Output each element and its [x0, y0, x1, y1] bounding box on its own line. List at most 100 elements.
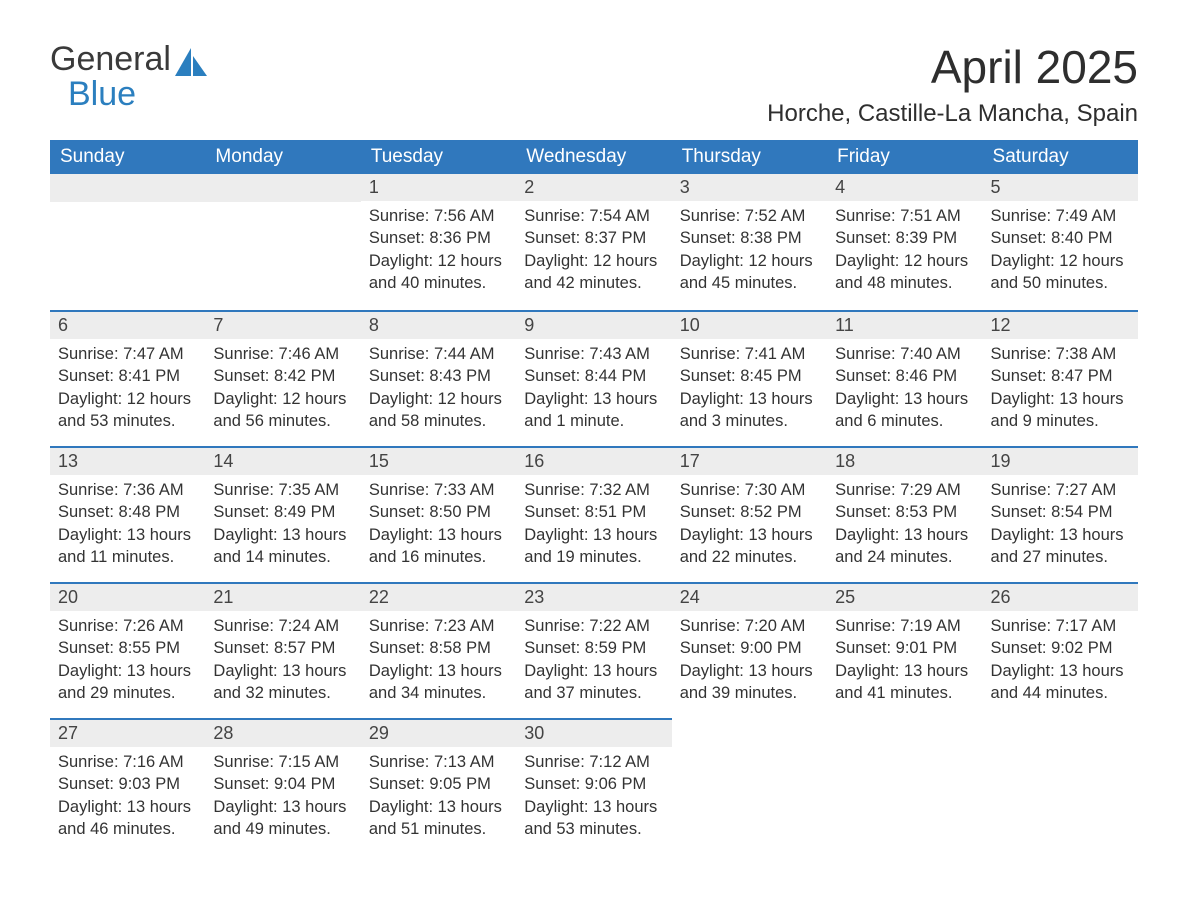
day-number: 25	[827, 582, 982, 611]
sunset-line: Sunset: 8:37 PM	[524, 227, 663, 249]
day-number: 10	[672, 310, 827, 339]
sunset-line: Sunset: 8:53 PM	[835, 501, 974, 523]
calendar-day: 15Sunrise: 7:33 AMSunset: 8:50 PMDayligh…	[361, 446, 516, 582]
sunset-line: Sunset: 8:46 PM	[835, 365, 974, 387]
sunrise-line: Sunrise: 7:27 AM	[991, 479, 1130, 501]
daylight-line: Daylight: 12 hours and 50 minutes.	[991, 250, 1130, 295]
daylight-line: Daylight: 12 hours and 40 minutes.	[369, 250, 508, 295]
sunset-line: Sunset: 8:47 PM	[991, 365, 1130, 387]
day-details: Sunrise: 7:26 AMSunset: 8:55 PMDaylight:…	[50, 611, 205, 708]
calendar-day: 20Sunrise: 7:26 AMSunset: 8:55 PMDayligh…	[50, 582, 205, 718]
sunrise-line: Sunrise: 7:36 AM	[58, 479, 197, 501]
day-details: Sunrise: 7:33 AMSunset: 8:50 PMDaylight:…	[361, 475, 516, 572]
day-number: 19	[983, 446, 1138, 475]
daylight-line: Daylight: 12 hours and 56 minutes.	[213, 388, 352, 433]
daylight-line: Daylight: 13 hours and 34 minutes.	[369, 660, 508, 705]
sunset-line: Sunset: 9:03 PM	[58, 773, 197, 795]
daylight-line: Daylight: 13 hours and 22 minutes.	[680, 524, 819, 569]
day-number: 29	[361, 718, 516, 747]
day-number: 14	[205, 446, 360, 475]
title-block: April 2025 Horche, Castille-La Mancha, S…	[767, 40, 1138, 128]
calendar-day: 9Sunrise: 7:43 AMSunset: 8:44 PMDaylight…	[516, 310, 671, 446]
day-details: Sunrise: 7:52 AMSunset: 8:38 PMDaylight:…	[672, 201, 827, 298]
day-details: Sunrise: 7:17 AMSunset: 9:02 PMDaylight:…	[983, 611, 1138, 708]
calendar-day: 7Sunrise: 7:46 AMSunset: 8:42 PMDaylight…	[205, 310, 360, 446]
daylight-line: Daylight: 13 hours and 51 minutes.	[369, 796, 508, 841]
day-details: Sunrise: 7:36 AMSunset: 8:48 PMDaylight:…	[50, 475, 205, 572]
day-header: Wednesday	[516, 140, 671, 174]
calendar-day: 26Sunrise: 7:17 AMSunset: 9:02 PMDayligh…	[983, 582, 1138, 718]
daylight-line: Daylight: 13 hours and 49 minutes.	[213, 796, 352, 841]
day-details: Sunrise: 7:20 AMSunset: 9:00 PMDaylight:…	[672, 611, 827, 708]
calendar-day: 30Sunrise: 7:12 AMSunset: 9:06 PMDayligh…	[516, 718, 671, 854]
day-number: 3	[672, 174, 827, 201]
sunset-line: Sunset: 8:36 PM	[369, 227, 508, 249]
calendar-week: 6Sunrise: 7:47 AMSunset: 8:41 PMDaylight…	[50, 310, 1138, 446]
sunrise-line: Sunrise: 7:20 AM	[680, 615, 819, 637]
sunrise-line: Sunrise: 7:40 AM	[835, 343, 974, 365]
calendar-day: 2Sunrise: 7:54 AMSunset: 8:37 PMDaylight…	[516, 174, 671, 310]
sunset-line: Sunset: 8:50 PM	[369, 501, 508, 523]
day-header: Saturday	[983, 140, 1138, 174]
brand-word-1: General	[50, 40, 171, 79]
day-details: Sunrise: 7:22 AMSunset: 8:59 PMDaylight:…	[516, 611, 671, 708]
daylight-line: Daylight: 13 hours and 16 minutes.	[369, 524, 508, 569]
day-details: Sunrise: 7:32 AMSunset: 8:51 PMDaylight:…	[516, 475, 671, 572]
day-number: 7	[205, 310, 360, 339]
daylight-line: Daylight: 13 hours and 24 minutes.	[835, 524, 974, 569]
calendar-day: 23Sunrise: 7:22 AMSunset: 8:59 PMDayligh…	[516, 582, 671, 718]
calendar-week: 13Sunrise: 7:36 AMSunset: 8:48 PMDayligh…	[50, 446, 1138, 582]
day-number: 17	[672, 446, 827, 475]
daylight-line: Daylight: 12 hours and 42 minutes.	[524, 250, 663, 295]
day-number: 22	[361, 582, 516, 611]
sunrise-line: Sunrise: 7:51 AM	[835, 205, 974, 227]
sunrise-line: Sunrise: 7:19 AM	[835, 615, 974, 637]
daylight-line: Daylight: 13 hours and 37 minutes.	[524, 660, 663, 705]
daylight-line: Daylight: 13 hours and 3 minutes.	[680, 388, 819, 433]
logo-sail-icon	[175, 48, 209, 78]
sunset-line: Sunset: 8:40 PM	[991, 227, 1130, 249]
daylight-line: Daylight: 13 hours and 29 minutes.	[58, 660, 197, 705]
daylight-line: Daylight: 12 hours and 48 minutes.	[835, 250, 974, 295]
daylight-line: Daylight: 12 hours and 58 minutes.	[369, 388, 508, 433]
sunset-line: Sunset: 8:45 PM	[680, 365, 819, 387]
sunrise-line: Sunrise: 7:33 AM	[369, 479, 508, 501]
sunset-line: Sunset: 8:41 PM	[58, 365, 197, 387]
sunrise-line: Sunrise: 7:32 AM	[524, 479, 663, 501]
calendar-day-empty	[827, 718, 982, 854]
sunset-line: Sunset: 8:48 PM	[58, 501, 197, 523]
day-header: Tuesday	[361, 140, 516, 174]
sunrise-line: Sunrise: 7:38 AM	[991, 343, 1130, 365]
sunset-line: Sunset: 8:58 PM	[369, 637, 508, 659]
day-header: Monday	[205, 140, 360, 174]
day-details: Sunrise: 7:51 AMSunset: 8:39 PMDaylight:…	[827, 201, 982, 298]
sunset-line: Sunset: 9:04 PM	[213, 773, 352, 795]
daylight-line: Daylight: 13 hours and 14 minutes.	[213, 524, 352, 569]
sunrise-line: Sunrise: 7:23 AM	[369, 615, 508, 637]
day-number: 16	[516, 446, 671, 475]
day-number: 26	[983, 582, 1138, 611]
calendar-week: 1Sunrise: 7:56 AMSunset: 8:36 PMDaylight…	[50, 174, 1138, 310]
sunset-line: Sunset: 8:43 PM	[369, 365, 508, 387]
month-title: April 2025	[767, 40, 1138, 94]
day-details: Sunrise: 7:13 AMSunset: 9:05 PMDaylight:…	[361, 747, 516, 844]
sunset-line: Sunset: 9:05 PM	[369, 773, 508, 795]
daylight-line: Daylight: 13 hours and 32 minutes.	[213, 660, 352, 705]
sunset-line: Sunset: 8:55 PM	[58, 637, 197, 659]
day-details: Sunrise: 7:44 AMSunset: 8:43 PMDaylight:…	[361, 339, 516, 436]
sunrise-line: Sunrise: 7:44 AM	[369, 343, 508, 365]
day-number: 2	[516, 174, 671, 201]
daylight-line: Daylight: 13 hours and 44 minutes.	[991, 660, 1130, 705]
day-details: Sunrise: 7:23 AMSunset: 8:58 PMDaylight:…	[361, 611, 516, 708]
calendar-day: 14Sunrise: 7:35 AMSunset: 8:49 PMDayligh…	[205, 446, 360, 582]
sunset-line: Sunset: 8:54 PM	[991, 501, 1130, 523]
calendar-table: SundayMondayTuesdayWednesdayThursdayFrid…	[50, 140, 1138, 854]
daylight-line: Daylight: 13 hours and 1 minute.	[524, 388, 663, 433]
day-details: Sunrise: 7:54 AMSunset: 8:37 PMDaylight:…	[516, 201, 671, 298]
daylight-line: Daylight: 13 hours and 39 minutes.	[680, 660, 819, 705]
sunrise-line: Sunrise: 7:17 AM	[991, 615, 1130, 637]
day-number: 24	[672, 582, 827, 611]
calendar-day-empty	[50, 174, 205, 310]
calendar-header-row: SundayMondayTuesdayWednesdayThursdayFrid…	[50, 140, 1138, 174]
day-number-empty	[50, 174, 205, 202]
